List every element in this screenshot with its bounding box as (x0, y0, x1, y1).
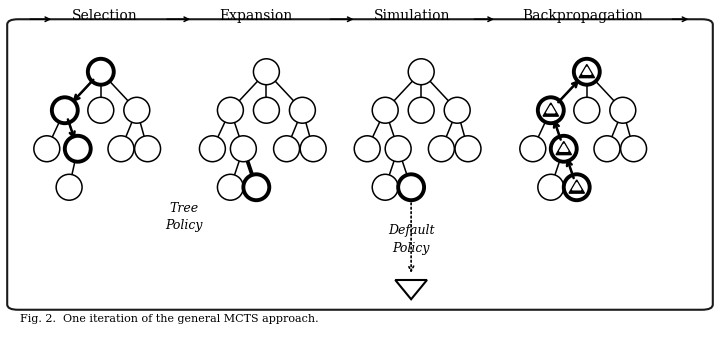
Ellipse shape (372, 174, 398, 200)
Text: Selection: Selection (71, 9, 138, 23)
Ellipse shape (538, 174, 564, 200)
Polygon shape (559, 144, 568, 151)
Text: Tree
Policy: Tree Policy (165, 202, 202, 232)
Ellipse shape (52, 97, 78, 123)
Ellipse shape (199, 136, 225, 162)
Ellipse shape (88, 97, 114, 123)
Ellipse shape (124, 97, 150, 123)
Ellipse shape (385, 136, 411, 162)
Ellipse shape (574, 59, 600, 85)
Ellipse shape (108, 136, 134, 162)
Ellipse shape (88, 59, 114, 85)
Ellipse shape (538, 97, 564, 123)
Polygon shape (579, 64, 595, 78)
Ellipse shape (564, 174, 590, 200)
Polygon shape (572, 183, 581, 190)
Ellipse shape (551, 136, 577, 162)
Ellipse shape (135, 136, 161, 162)
Text: Fig. 2.  One iteration of the general MCTS approach.: Fig. 2. One iteration of the general MCT… (20, 314, 319, 323)
FancyBboxPatch shape (7, 19, 713, 310)
Ellipse shape (243, 174, 269, 200)
Ellipse shape (34, 136, 60, 162)
Text: Expansion: Expansion (219, 9, 292, 23)
Ellipse shape (520, 136, 546, 162)
Ellipse shape (372, 97, 398, 123)
Ellipse shape (65, 136, 91, 162)
Text: Default
Policy: Default Policy (388, 224, 434, 255)
Ellipse shape (455, 136, 481, 162)
Ellipse shape (217, 97, 243, 123)
Text: Simulation: Simulation (374, 9, 450, 23)
Ellipse shape (408, 97, 434, 123)
Ellipse shape (289, 97, 315, 123)
Ellipse shape (408, 59, 434, 85)
Ellipse shape (274, 136, 300, 162)
Ellipse shape (610, 97, 636, 123)
Polygon shape (556, 141, 572, 155)
Text: Backpropagation: Backpropagation (523, 9, 644, 23)
Ellipse shape (56, 174, 82, 200)
Ellipse shape (621, 136, 647, 162)
Ellipse shape (217, 174, 243, 200)
Ellipse shape (230, 136, 256, 162)
Polygon shape (569, 180, 585, 193)
Ellipse shape (428, 136, 454, 162)
Polygon shape (582, 67, 591, 74)
Ellipse shape (253, 97, 279, 123)
Polygon shape (543, 103, 559, 116)
Ellipse shape (574, 97, 600, 123)
Ellipse shape (398, 174, 424, 200)
Polygon shape (546, 106, 555, 113)
Ellipse shape (253, 59, 279, 85)
Ellipse shape (444, 97, 470, 123)
Ellipse shape (300, 136, 326, 162)
Ellipse shape (594, 136, 620, 162)
Ellipse shape (354, 136, 380, 162)
